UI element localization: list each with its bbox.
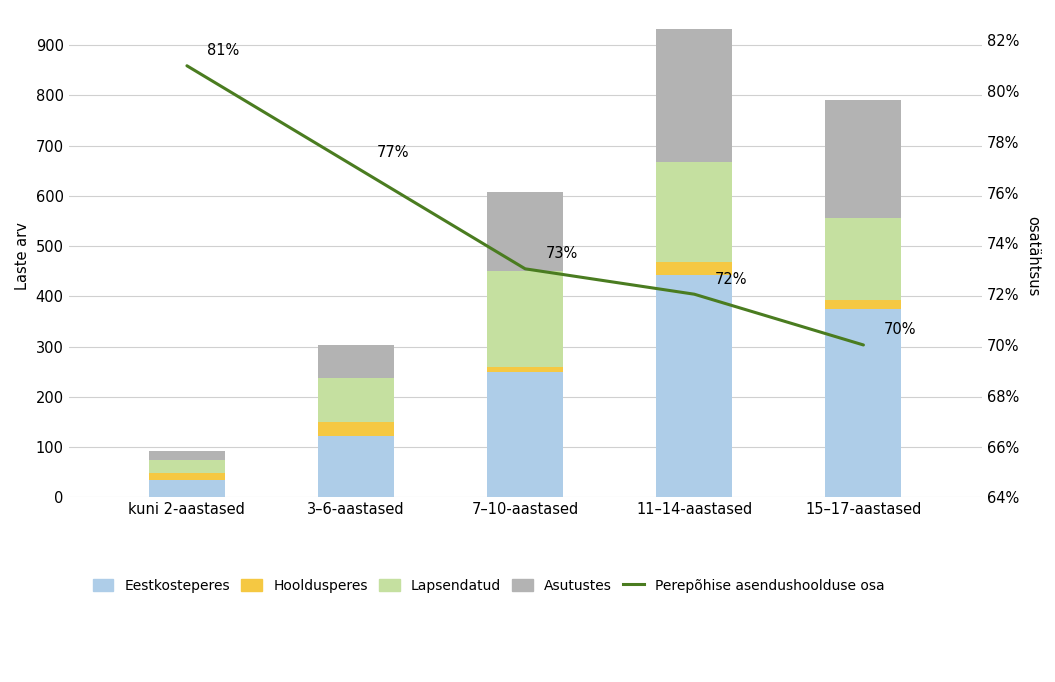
Bar bbox=[318, 345, 395, 378]
Bar bbox=[825, 218, 901, 300]
Bar bbox=[825, 300, 901, 309]
Bar bbox=[149, 479, 225, 497]
Bar bbox=[487, 192, 563, 271]
Bar bbox=[318, 378, 395, 422]
Bar bbox=[656, 275, 732, 497]
Legend: Eestkosteperes, Hooldusperes, Lapsendatud, Asutustes, Perepõhise asendushoolduse: Eestkosteperes, Hooldusperes, Lapsendatu… bbox=[85, 572, 891, 599]
Bar bbox=[825, 309, 901, 497]
Bar bbox=[656, 262, 732, 275]
Bar bbox=[656, 162, 732, 262]
Bar bbox=[487, 372, 563, 497]
Bar bbox=[487, 271, 563, 367]
Bar bbox=[149, 473, 225, 479]
Text: 70%: 70% bbox=[884, 323, 916, 338]
Y-axis label: Laste arv: Laste arv bbox=[15, 222, 30, 290]
Bar bbox=[149, 451, 225, 460]
Text: 81%: 81% bbox=[207, 43, 239, 58]
Bar bbox=[825, 100, 901, 218]
Bar bbox=[318, 422, 395, 436]
Bar bbox=[318, 436, 395, 497]
Y-axis label: osatähtsus: osatähtsus bbox=[1025, 216, 1040, 296]
Text: 73%: 73% bbox=[545, 246, 578, 261]
Bar bbox=[656, 29, 732, 162]
Text: 77%: 77% bbox=[377, 145, 409, 160]
Text: 72%: 72% bbox=[714, 271, 747, 286]
Bar bbox=[149, 460, 225, 473]
Bar bbox=[487, 367, 563, 372]
